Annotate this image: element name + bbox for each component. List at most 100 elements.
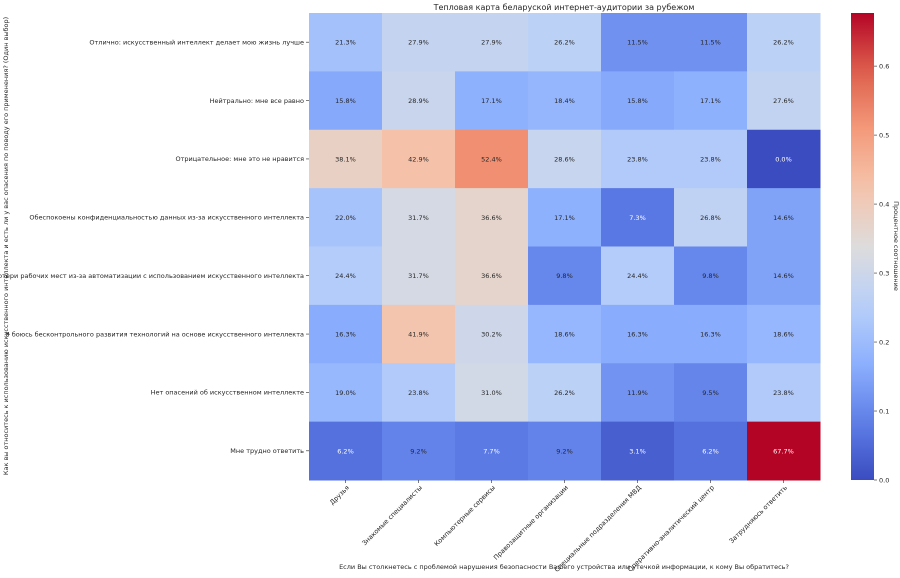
heatmap-cell	[528, 188, 602, 247]
cell-value-label: 26.2%	[554, 39, 575, 47]
heatmap-cell	[528, 71, 602, 131]
heatmap-cell	[747, 13, 821, 72]
heatmap-cell	[455, 363, 529, 423]
cell-value-label: 18.4%	[554, 97, 575, 105]
cell-value-label: 24.4%	[627, 272, 648, 280]
heatmap-cell	[601, 13, 675, 72]
heatmap-cell	[747, 188, 821, 247]
heatmap-cell	[601, 129, 675, 189]
heatmap-cell	[455, 421, 529, 481]
cell-value-label: 18.6%	[554, 331, 575, 339]
cell-value-label: 27.6%	[773, 97, 794, 105]
heatmap-cell	[309, 129, 383, 189]
cell-value-label: 17.1%	[700, 97, 721, 105]
cell-value-label: 28.6%	[554, 155, 575, 163]
heatmap-cell	[309, 246, 383, 306]
y-tick-label: Отлично: искусственный интеллект делает …	[89, 38, 304, 46]
heatmap-cell	[528, 363, 602, 423]
cell-value-label: 15.8%	[335, 97, 356, 105]
colorbar-tick-label: 0.3	[879, 269, 889, 277]
cell-value-label: 28.9%	[408, 97, 429, 105]
cell-value-label: 22.0%	[335, 214, 356, 222]
cell-value-label: 7.3%	[629, 214, 646, 222]
x-tick-label: Затрудняюсь ответить	[728, 484, 789, 545]
x-tick-labels: Друзья Знакомые специалисты Компьютерные с…	[328, 480, 789, 574]
colorbar-tick-label: 0.0	[879, 476, 889, 484]
cell-value-label: 9.5%	[702, 389, 719, 397]
heatmap-cell	[455, 71, 529, 131]
cell-value-label: 26.2%	[773, 39, 794, 47]
y-tick-label: Боюсь потери рабочих мест из-за автомати…	[0, 272, 304, 280]
heatmap-cell	[455, 304, 529, 364]
heatmap-cell	[674, 421, 748, 481]
heatmap-cell	[382, 13, 456, 72]
heatmap-cell	[455, 188, 529, 247]
cell-value-label: 27.9%	[408, 39, 429, 47]
heatmap-cell	[674, 246, 748, 306]
heatmap-cell	[601, 363, 675, 423]
x-tick-label: Специальные подразделения МВД	[553, 484, 643, 574]
x-tick-label: Знакомые специалисты	[360, 484, 423, 547]
cell-value-label: 16.3%	[627, 331, 648, 339]
y-axis-label: Как вы относитесь к использованию искусс…	[2, 17, 10, 475]
heatmap-cell	[601, 421, 675, 481]
heatmap-cell	[528, 246, 602, 306]
colorbar-tick-label: 0.2	[879, 338, 889, 346]
cell-value-label: 42.9%	[408, 155, 429, 163]
cell-value-label: 14.6%	[773, 272, 794, 280]
cell-value-label: 0.0%	[775, 155, 792, 163]
heatmap-cell	[309, 188, 383, 247]
x-tick-label: Компьютерные сервисы	[433, 484, 497, 548]
heatmap-cell	[455, 13, 529, 72]
heatmap-cell	[309, 304, 383, 364]
cell-value-label: 31.7%	[408, 214, 429, 222]
y-tick-label: Отрицательное: мне это не нравится	[175, 155, 304, 163]
cell-value-label: 17.1%	[481, 97, 502, 105]
y-tick-labels: Отлично: искусственный интеллект делает …	[0, 38, 309, 455]
heatmap-cell	[747, 363, 821, 423]
heatmap-cell	[674, 188, 748, 247]
y-tick-label: Нейтрально: мне все равно	[210, 97, 304, 105]
cell-value-label: 9.2%	[556, 447, 573, 455]
heatmap-cell	[674, 71, 748, 131]
cell-value-label: 26.2%	[554, 389, 575, 397]
cell-value-label: 27.9%	[481, 39, 502, 47]
heatmap-cell	[747, 421, 821, 481]
cell-value-label: 7.7%	[483, 447, 500, 455]
cell-value-label: 38.1%	[335, 155, 356, 163]
colorbar-tick-label: 0.4	[879, 200, 889, 208]
heatmap-cells: 21.3% 27.9% 27.9% 26.2% 11.5% 11.5% 26.2% 15.8%…	[309, 13, 821, 481]
heatmap-cell	[601, 246, 675, 306]
cell-value-label: 11.9%	[627, 389, 648, 397]
cell-value-label: 15.8%	[627, 97, 648, 105]
cell-value-label: 3.1%	[629, 447, 646, 455]
colorbar-tick-label: 0.5	[879, 131, 889, 139]
heatmap-cell	[528, 421, 602, 481]
cell-value-label: 9.8%	[556, 272, 573, 280]
heatmap-cell	[674, 304, 748, 364]
heatmap-cell	[309, 13, 383, 72]
heatmap-cell	[382, 129, 456, 189]
heatmap-cell	[601, 188, 675, 247]
cell-value-label: 18.6%	[773, 331, 794, 339]
cell-value-label: 36.6%	[481, 214, 502, 222]
heatmap-cell	[601, 304, 675, 364]
heatmap-cell	[382, 246, 456, 306]
heatmap-cell	[674, 129, 748, 189]
chart-title: Тепловая карта беларуской интернет-аудит…	[433, 3, 695, 12]
cell-value-label: 23.8%	[773, 389, 794, 397]
cell-value-label: 17.1%	[554, 214, 575, 222]
cell-value-label: 6.2%	[337, 447, 354, 455]
cell-value-label: 11.5%	[700, 39, 721, 47]
cell-value-label: 11.5%	[627, 39, 648, 47]
cell-value-label: 31.7%	[408, 272, 429, 280]
heatmap-cell	[528, 129, 602, 189]
cell-value-label: 36.6%	[481, 272, 502, 280]
cell-value-label: 6.2%	[702, 447, 719, 455]
heatmap-cell	[382, 421, 456, 481]
heatmap-cell	[528, 13, 602, 72]
heatmap-cell	[747, 129, 821, 189]
y-tick-label: Мне трудно ответить	[230, 447, 304, 455]
heatmap-cell	[601, 71, 675, 131]
y-tick-label: Я боюсь бесконтрольного развития техноло…	[5, 330, 304, 338]
